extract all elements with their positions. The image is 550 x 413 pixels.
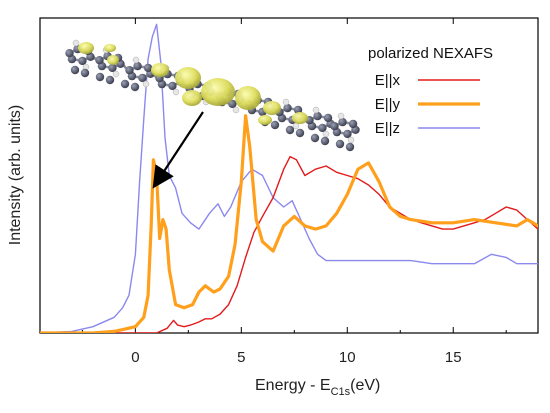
x-axis-ticks: 0 5 10 15 [81, 18, 507, 366]
y-axis-label: Intensity (arb. units) [7, 105, 24, 246]
x-axis-label: Energy - EC1s(eV) [255, 377, 380, 398]
legend-label-E-x: E||x [375, 72, 401, 89]
x-tick-label-10: 10 [339, 349, 356, 366]
plot-frame [39, 17, 539, 334]
orbital-lobes [78, 42, 308, 125]
series-line-E-y [40, 114, 538, 333]
x-tick-label-5: 5 [237, 349, 245, 366]
legend-label-E-y: E||y [375, 96, 401, 113]
legend: polarized NEXAFS E||x E||y E||z [368, 45, 493, 137]
series-line-E-z [40, 23, 538, 333]
x-tick-label-15: 15 [445, 349, 462, 366]
x-axis-label-unit: (eV) [350, 377, 380, 394]
x-axis-label-main: Energy - E [255, 377, 331, 394]
legend-label-E-z: E||z [375, 120, 400, 137]
annotation-arrow [152, 111, 204, 189]
molecule-inset [65, 39, 360, 152]
x-tick-label-0: 0 [131, 349, 139, 366]
legend-title: polarized NEXAFS [368, 45, 493, 62]
x-axis-label-sub: C1s [331, 386, 351, 398]
series-line-E-x [40, 155, 538, 333]
